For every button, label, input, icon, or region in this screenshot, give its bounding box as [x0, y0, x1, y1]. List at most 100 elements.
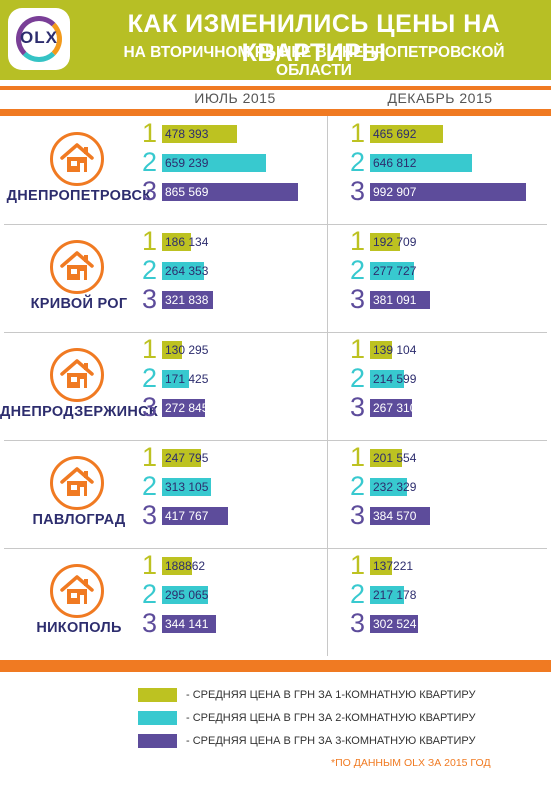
room-count-three-room: 3 [350, 284, 366, 314]
period-underline-bar [0, 109, 551, 116]
price-bar-three-room [370, 183, 526, 201]
room-count-one-room: 1 [142, 442, 158, 472]
price-bar-three-room [370, 291, 430, 309]
price-bar-two-room [162, 586, 208, 604]
room-count-two-room: 2 [142, 255, 158, 285]
room-count-three-room: 3 [142, 284, 158, 314]
price-bar-three-room [162, 291, 213, 309]
header-banner: OLX КАК ИЗМЕНИЛИСЬ ЦЕНЫ НА КВАРТИРЫ НА В… [0, 0, 551, 80]
logo-ring-icon [16, 16, 62, 62]
room-count-one-room: 1 [142, 334, 158, 364]
price-bar-two-room [370, 586, 404, 604]
room-count-one-room: 1 [350, 550, 366, 580]
price-value-three-room: 272 845 [165, 401, 209, 415]
page-subtitle: НА ВТОРИЧНОМ РЫНКЕ В ДНЕПРОПЕТРОВСКОЙ ОБ… [123, 44, 505, 79]
price-bar-one-room [162, 233, 191, 251]
room-count-three-room: 3 [142, 608, 158, 638]
house-icon [50, 132, 104, 186]
room-count-two-room: 2 [142, 579, 158, 609]
legend-swatch-one-room [138, 688, 177, 702]
price-bar-three-room [370, 615, 418, 633]
room-count-three-room: 3 [350, 392, 366, 422]
city-name: ПАВЛОГРАД [32, 512, 126, 528]
legend-swatch-two-room [138, 711, 177, 725]
price-bar-three-room [162, 507, 228, 525]
room-count-one-room: 1 [350, 442, 366, 472]
city-name: ДНЕПРОПЕТРОВСК [6, 188, 152, 204]
price-value-two-room: 313 105 [165, 480, 209, 494]
price-bar-one-room [370, 233, 400, 251]
house-icon [50, 564, 104, 618]
room-count-two-room: 2 [142, 471, 158, 501]
price-bar-three-room [370, 399, 412, 417]
price-value-three-room: 344 141 [165, 617, 209, 631]
logo-text: OLX [20, 28, 58, 47]
price-bar-two-room [162, 262, 204, 280]
price-value-three-room: 302 524 [373, 617, 417, 631]
price-value-three-room: 865 569 [165, 185, 209, 199]
price-value-three-room: 992 907 [373, 185, 417, 199]
room-count-two-room: 2 [350, 363, 366, 393]
room-count-two-room: 2 [350, 255, 366, 285]
room-count-three-room: 3 [142, 500, 158, 530]
price-value-one-room: 186 134 [165, 235, 209, 249]
room-count-three-room: 3 [350, 176, 366, 206]
house-icon [50, 240, 104, 294]
price-value-one-room: 201 554 [373, 451, 417, 465]
price-bar-one-room [370, 449, 402, 467]
price-bar-two-room [370, 478, 407, 496]
city-divider [4, 224, 547, 225]
source-note: *ПО ДАННЫМ OLX ЗА 2015 ГОД [331, 757, 491, 769]
room-count-one-room: 1 [142, 118, 158, 148]
price-value-one-room: 139 104 [373, 343, 417, 357]
room-count-one-room: 1 [350, 118, 366, 148]
city-name: НИКОПОЛЬ [36, 620, 122, 636]
price-bar-three-room [162, 183, 298, 201]
price-bar-two-room [162, 370, 189, 388]
price-value-two-room: 646 812 [373, 156, 417, 170]
legend-label-three-room: - СРЕДНЯЯ ЦЕНА В ГРН ЗА 3-КОМНАТНУЮ КВАР… [186, 735, 476, 747]
price-bar-two-room [370, 154, 472, 172]
price-value-three-room: 321 838 [165, 293, 209, 307]
price-value-one-room: 465 692 [373, 127, 417, 141]
room-count-one-room: 1 [142, 550, 158, 580]
price-value-one-room: 247 795 [165, 451, 209, 465]
price-value-three-room: 384 570 [373, 509, 417, 523]
room-count-two-room: 2 [350, 579, 366, 609]
room-count-two-room: 2 [142, 363, 158, 393]
house-icon [50, 348, 104, 402]
price-bar-one-room [370, 341, 392, 359]
top-orange-bar [0, 86, 551, 90]
room-count-three-room: 3 [142, 176, 158, 206]
legend-swatch-three-room [138, 734, 177, 748]
room-count-one-room: 1 [350, 226, 366, 256]
city-divider [4, 548, 547, 549]
price-value-one-room: 137221 [373, 559, 414, 573]
price-bar-two-room [162, 154, 266, 172]
price-bar-three-room [162, 399, 205, 417]
city-divider [4, 332, 547, 333]
price-bar-two-room [370, 370, 404, 388]
price-value-three-room: 267 310 [373, 401, 417, 415]
price-value-two-room: 171 425 [165, 372, 209, 386]
price-value-three-room: 381 091 [373, 293, 417, 307]
legend-label-one-room: - СРЕДНЯЯ ЦЕНА В ГРН ЗА 1-КОМНАТНУЮ КВАР… [186, 689, 476, 701]
room-count-two-room: 2 [350, 147, 366, 177]
room-count-one-room: 1 [142, 226, 158, 256]
bottom-orange-bar [0, 660, 551, 672]
page-title: КАК ИЗМЕНИЛИСЬ ЦЕНЫ НА КВАРТИРЫ [127, 10, 501, 67]
price-bar-three-room [370, 507, 430, 525]
price-value-two-room: 217 178 [373, 588, 417, 602]
city-name: ДНЕПРОДЗЕРЖИНСК [0, 404, 159, 420]
price-value-two-room: 214 599 [373, 372, 417, 386]
room-count-three-room: 3 [350, 608, 366, 638]
price-value-one-room: 188862 [165, 559, 206, 573]
price-value-two-room: 264 353 [165, 264, 209, 278]
room-count-two-room: 2 [142, 147, 158, 177]
house-icon [50, 456, 104, 510]
price-bar-one-room [370, 125, 443, 143]
room-count-three-room: 3 [142, 392, 158, 422]
room-count-three-room: 3 [350, 500, 366, 530]
city-name: КРИВОЙ РОГ [30, 296, 128, 312]
room-count-two-room: 2 [350, 471, 366, 501]
